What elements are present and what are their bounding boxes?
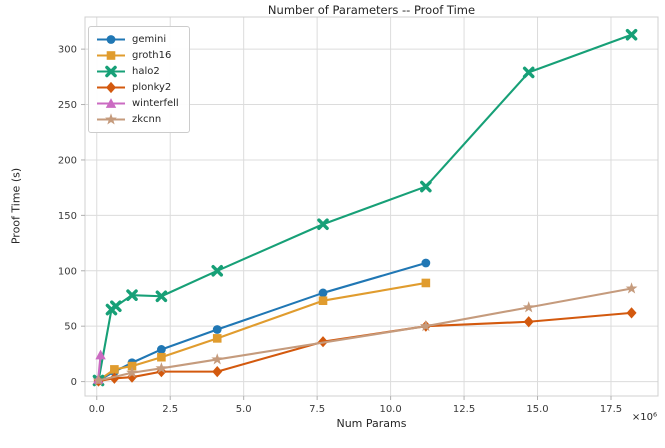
groth16-line — [97, 281, 427, 382]
winterfell-legend-marker-icon — [97, 98, 125, 108]
legend-label-halo2: halo2 — [132, 66, 160, 77]
x-tick-label: 17.5 — [600, 404, 622, 415]
halo2-marker — [155, 290, 168, 303]
halo2-legend-marker — [105, 65, 117, 78]
halo2-legend-marker-icon — [97, 65, 125, 78]
y-axis-label: Proof Time (s) — [9, 167, 23, 245]
plonky2-marker — [212, 366, 223, 378]
groth16-marker — [157, 352, 166, 362]
plonky2-marker — [523, 316, 534, 328]
groth16-marker — [212, 334, 222, 343]
chart-title: Number of Parameters -- Proof Time — [267, 3, 476, 17]
zkcnn-marker — [625, 282, 638, 294]
groth16-marker — [318, 296, 328, 305]
x-tick-label: 7.5 — [309, 404, 325, 415]
halo2-marker — [522, 66, 535, 79]
x-tick-label: 5.0 — [236, 404, 252, 415]
legend-label-gemini: gemini — [132, 34, 167, 45]
halo2-marker — [317, 218, 329, 231]
groth16-legend-marker — [106, 51, 116, 60]
zkcnn-legend-marker — [105, 113, 117, 125]
y-tick-label: 150 — [58, 211, 77, 222]
halo2-marker — [126, 289, 138, 301]
y-tick-label: 200 — [58, 155, 77, 166]
y-tick-label: 250 — [58, 100, 77, 111]
plot-frame — [84, 16, 659, 397]
halo2-marker — [625, 28, 638, 41]
legend: gemini groth16 halo2 plonky2 winterfell zkcnn — [88, 26, 190, 133]
legend-item-zkcnn: zkcnn — [96, 112, 179, 127]
groth16-marker — [127, 361, 137, 371]
x-tick-label: 15.0 — [526, 404, 548, 415]
zkcnn-marker — [419, 319, 432, 332]
y-tick-label: 100 — [58, 266, 77, 277]
zkcnn-marker — [211, 353, 224, 365]
winterfell-marker — [95, 349, 106, 360]
zkcnn-legend-marker-icon — [97, 113, 125, 125]
plonky2-marker — [109, 372, 120, 384]
groth16-marker — [421, 278, 431, 288]
legend-item-plonky2: plonky2 — [96, 80, 179, 95]
y-tick-label: 0 — [71, 377, 77, 388]
y-tick-label: 50 — [64, 322, 77, 333]
winterfell-legend-marker — [105, 98, 117, 108]
plonky2-marker — [626, 307, 637, 319]
legend-item-winterfell: winterfell — [96, 96, 179, 111]
gemini-marker — [318, 288, 328, 298]
gemini-marker — [157, 345, 166, 354]
gemini-marker — [212, 325, 222, 334]
legend-label-plonky2: plonky2 — [132, 82, 172, 93]
zkcnn-marker — [522, 301, 535, 313]
x-tick-label: 0.0 — [89, 404, 105, 415]
legend-label-groth16: groth16 — [132, 50, 172, 61]
gemini-marker — [421, 258, 431, 268]
x-tick-label: 2.5 — [162, 404, 178, 415]
plonky2-legend-marker — [106, 81, 116, 94]
legend-item-halo2: halo2 — [96, 64, 179, 79]
halo2-marker — [211, 264, 224, 277]
halo2-marker — [110, 300, 122, 313]
legend-label-zkcnn: zkcnn — [132, 114, 162, 125]
groth16-legend-marker-icon — [97, 51, 125, 60]
plonky2-legend-marker-icon — [97, 81, 125, 94]
gemini-legend-marker-icon — [97, 35, 125, 44]
x-tick-label: 10.0 — [379, 404, 401, 415]
groth16-marker — [110, 365, 119, 374]
zkcnn-marker — [126, 366, 138, 378]
zkcnn-marker — [155, 362, 168, 374]
y-tick-label: 300 — [58, 45, 77, 56]
halo2-marker — [420, 180, 432, 193]
legend-item-gemini: gemini — [96, 32, 179, 47]
x-axis-label: Num Params — [336, 417, 407, 430]
legend-label-winterfell: winterfell — [132, 98, 179, 109]
plonky2-line — [98, 311, 632, 383]
legend-item-groth16: groth16 — [96, 48, 179, 63]
zkcnn-marker — [92, 374, 105, 386]
x-axis-multiplier: ×10⁶ — [631, 412, 657, 423]
gemini-legend-marker — [106, 35, 116, 44]
x-tick-label: 12.5 — [453, 404, 475, 415]
